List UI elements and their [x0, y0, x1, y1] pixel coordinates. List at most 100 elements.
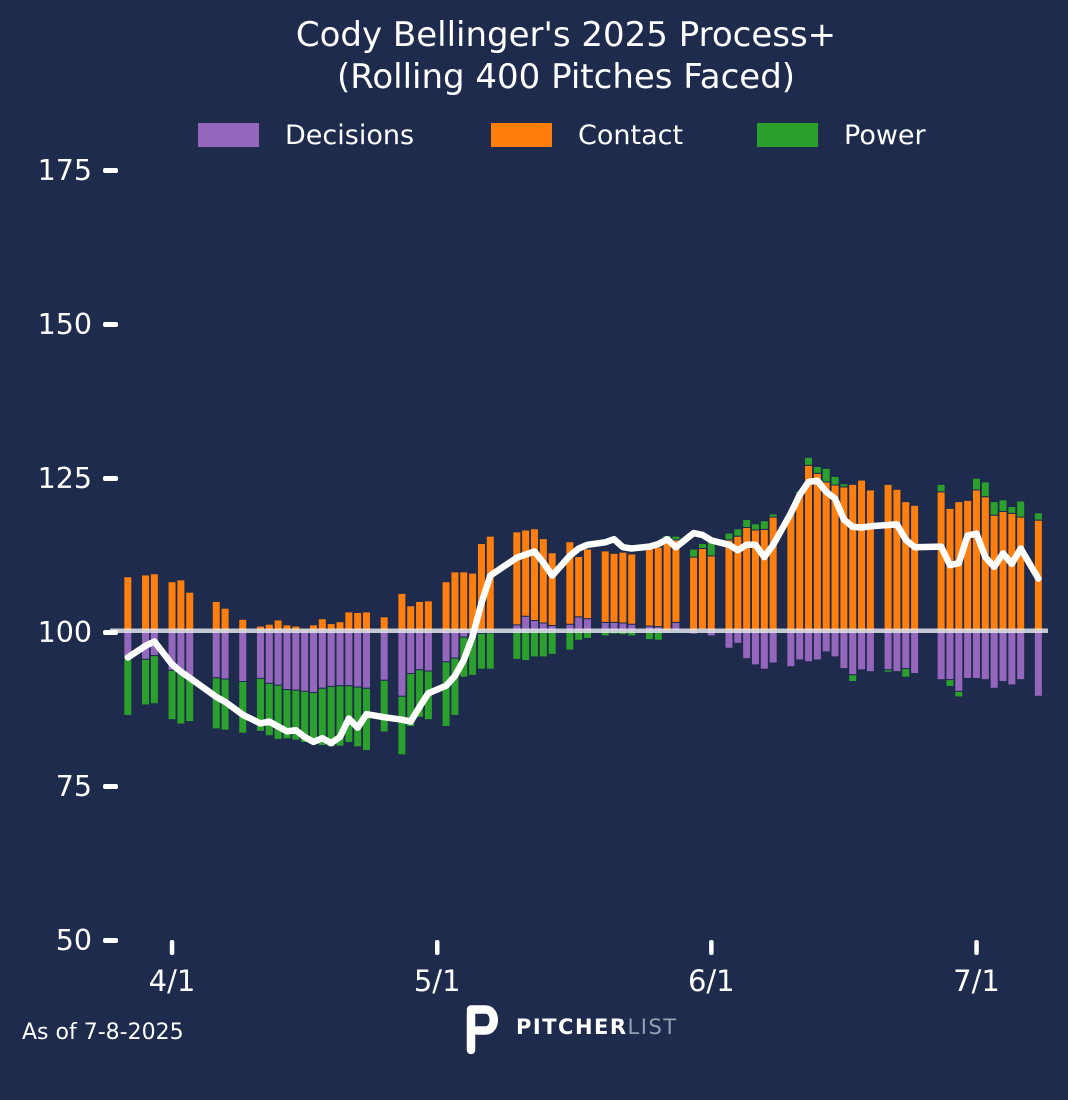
bar-segment-contact	[689, 556, 699, 632]
bar-segment-power	[821, 467, 831, 483]
bar-segment-contact	[963, 499, 973, 632]
bar-segment-decisions	[989, 630, 999, 689]
bar-segment-power	[211, 677, 221, 730]
bar-segment-power	[689, 548, 699, 558]
bar-segment-power	[945, 679, 955, 687]
bar-segment-contact	[538, 538, 548, 624]
bar-segment-power	[273, 684, 283, 740]
legend-swatch-contact	[491, 123, 552, 147]
bar-segment-decisions	[954, 630, 964, 692]
bar-segment-power	[176, 671, 186, 725]
legend-swatch-decisions	[198, 123, 259, 147]
legend-item-power: Power	[757, 119, 926, 151]
bar-segment-power	[759, 520, 769, 530]
bar-segment-decisions	[750, 630, 760, 666]
bar-segment-decisions	[450, 630, 460, 659]
y-tick-label: 125	[38, 462, 92, 495]
bar-segment-power	[476, 632, 486, 670]
bar-segment-decisions	[795, 630, 805, 661]
bar-segment-power	[406, 673, 416, 727]
bar-segment-power	[415, 669, 425, 718]
chart-title-line1: Cody Bellinger's 2025 Process+	[295, 15, 837, 55]
bar-segment-decisions	[1007, 630, 1017, 686]
bar-segment-contact	[362, 611, 372, 632]
pitcherlist-p-icon	[466, 1005, 498, 1054]
bar-segment-power	[308, 692, 318, 745]
bar-segment-contact	[547, 552, 557, 626]
bar-segment-decisions	[406, 630, 416, 674]
bar-segment-decisions	[282, 630, 292, 691]
bar-segment-contact	[998, 511, 1008, 632]
bar-segment-power	[989, 501, 999, 516]
chart-title: Cody Bellinger's 2025 Process+ (Rolling …	[64, 14, 1068, 98]
bar-segment-decisions	[901, 630, 911, 670]
bar-segment-decisions	[344, 630, 354, 687]
bar-segment-contact	[644, 544, 654, 627]
bar-segment-power	[512, 630, 522, 660]
bar-segment-decisions	[415, 630, 425, 671]
bar-segment-contact	[627, 553, 637, 625]
bar-segment-power	[485, 632, 495, 670]
bar-segment-decisions	[998, 630, 1008, 683]
x-tick-mark	[169, 940, 175, 955]
bar-segment-decisions	[945, 630, 955, 681]
bar-segment-decisions	[326, 630, 336, 687]
bar-segment-power	[255, 677, 265, 732]
bar-segment-decisions	[830, 630, 840, 658]
bar-segment-power	[141, 658, 151, 706]
bar-segment-power	[335, 685, 345, 747]
bar-segment-power	[1016, 500, 1026, 518]
bar-segment-power	[538, 630, 548, 658]
bar-segment-decisions	[211, 630, 221, 679]
bar-segment-contact	[353, 612, 363, 632]
bar-segment-decisions	[768, 630, 778, 664]
bars-group	[123, 456, 1043, 756]
bar-segment-power	[750, 523, 760, 531]
bar-segment-power	[954, 690, 964, 698]
bar-segment-contact	[1016, 516, 1026, 632]
bar-segment-contact	[821, 481, 831, 632]
bar-segment-contact	[936, 491, 946, 632]
bar-segment-contact	[583, 548, 593, 620]
bar-segment-contact	[609, 552, 619, 623]
bar-segment-power	[936, 483, 946, 493]
bar-segment-power	[812, 466, 822, 474]
bar-segment-decisions	[883, 630, 893, 671]
bar-segment-contact	[512, 531, 522, 626]
bar-segment-contact	[848, 483, 858, 632]
bar-segment-power	[733, 528, 743, 537]
x-tick-mark	[974, 940, 979, 955]
bar-segment-contact	[344, 611, 354, 632]
bar-segment-power	[441, 661, 451, 727]
bar-segment-decisions	[892, 630, 902, 673]
bar-segment-power	[344, 685, 354, 743]
bar-segment-power	[804, 456, 814, 466]
y-tick-mark	[103, 476, 118, 481]
x-tick-label: 6/1	[688, 964, 735, 998]
brand-text-list: LIST	[627, 1015, 678, 1039]
bar-segment-decisions	[963, 630, 973, 679]
bar-segment-power	[848, 674, 858, 683]
legend-label: Power	[844, 119, 926, 151]
bar-segment-decisions	[441, 630, 451, 663]
bar-segment-contact	[397, 592, 407, 632]
bar-segment-decisions	[971, 630, 981, 679]
bar-segment-power	[282, 689, 292, 740]
bar-segment-decisions	[759, 630, 769, 670]
bar-segment-power	[317, 687, 327, 747]
bar-segment-contact	[989, 514, 999, 632]
bar-segment-contact	[441, 581, 451, 632]
pitcherlist-logo: PITCHERLIST	[462, 1000, 678, 1054]
bar-segment-contact	[971, 489, 981, 632]
x-tick-label: 5/1	[414, 964, 461, 998]
y-tick-label: 75	[56, 770, 92, 803]
bar-segment-decisions	[821, 630, 831, 653]
bar-segment-contact	[892, 488, 902, 632]
bar-segment-decisions	[1033, 630, 1043, 697]
rolling-process-line	[124, 477, 1042, 747]
y-tick-mark	[103, 938, 118, 943]
bar-segment-decisions	[273, 630, 283, 686]
bar-segment-contact	[123, 576, 133, 632]
bar-segment-decisions	[264, 630, 274, 684]
